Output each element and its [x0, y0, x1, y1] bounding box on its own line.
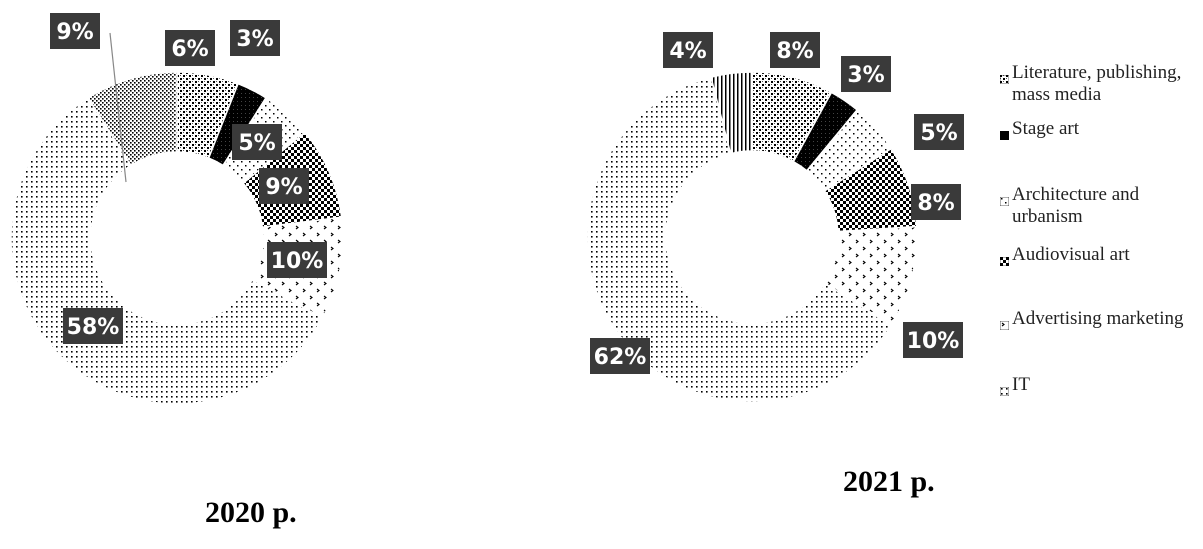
legend-swatch-stage-art [1000, 124, 1009, 140]
donut-chart-2020: 6% 3% 5% 9% 10% 58% 9% [10, 13, 344, 405]
legend-label-audiovisual: Audiovisual art [1012, 244, 1130, 265]
slice-other-1 [710, 71, 753, 155]
slice-it-1 [586, 76, 893, 403]
donut-chart-2021: 8% 3% 5% 8% 10% 62% 4% [586, 32, 964, 403]
legend-swatch-advertising [999, 314, 1010, 331]
data-label-it-0: 58% [67, 315, 120, 340]
data-label-box-architecture-0 [232, 124, 282, 160]
legend-swatch-literature [999, 68, 1010, 85]
data-label-stage-art-1: 3% [847, 63, 884, 88]
data-label-literature-0: 6% [171, 37, 208, 62]
data-label-stage-art-0: 3% [236, 27, 273, 52]
data-label-box-it-1 [590, 338, 650, 374]
data-label-box-literature-1 [770, 32, 820, 68]
legend-swatch-it [999, 380, 1010, 397]
data-label-box-advertising-1 [903, 322, 963, 358]
legend-swatch-architecture [999, 190, 1010, 207]
legend-swatch-audiovisual [999, 250, 1010, 267]
data-label-box-architecture-1 [914, 114, 964, 150]
data-label-box-stage-art-0 [230, 20, 280, 56]
data-label-box-other-0 [50, 13, 100, 49]
slice-other-0 [87, 71, 178, 167]
data-label-box-advertising-0 [267, 242, 327, 278]
data-label-audiovisual-0: 9% [265, 175, 302, 200]
legend-label-advertising: Advertising marketing [1012, 308, 1184, 329]
leader-line-other-0 [109, 32, 127, 183]
chart-title-2021: 2021 р. [843, 465, 935, 498]
data-label-other-1: 4% [669, 39, 706, 64]
data-label-other-0: 9% [56, 20, 93, 45]
data-label-box-it-0 [63, 308, 123, 344]
data-label-box-audiovisual-0 [259, 168, 309, 204]
data-label-advertising-0: 10% [271, 249, 324, 274]
legend-label-literature: Literature, publishing, mass media [1012, 62, 1182, 105]
data-label-box-audiovisual-1 [911, 184, 961, 220]
data-label-audiovisual-1: 8% [917, 191, 954, 216]
data-label-box-literature-0 [165, 30, 215, 66]
legend-label-stage-art: Stage art [1012, 118, 1080, 139]
data-label-advertising-1: 10% [907, 329, 960, 354]
data-label-architecture-1: 5% [920, 121, 957, 146]
data-label-box-stage-art-1 [841, 56, 891, 92]
data-label-architecture-0: 5% [238, 131, 275, 156]
data-label-box-other-1 [663, 32, 713, 68]
legend-label-it: IT [1012, 374, 1030, 395]
legend-label-architecture: Architecture and urbanism [1012, 184, 1140, 227]
chart-title-2020: 2020 р. [205, 496, 297, 529]
data-label-it-1: 62% [594, 345, 647, 370]
data-label-literature-1: 8% [776, 39, 813, 64]
